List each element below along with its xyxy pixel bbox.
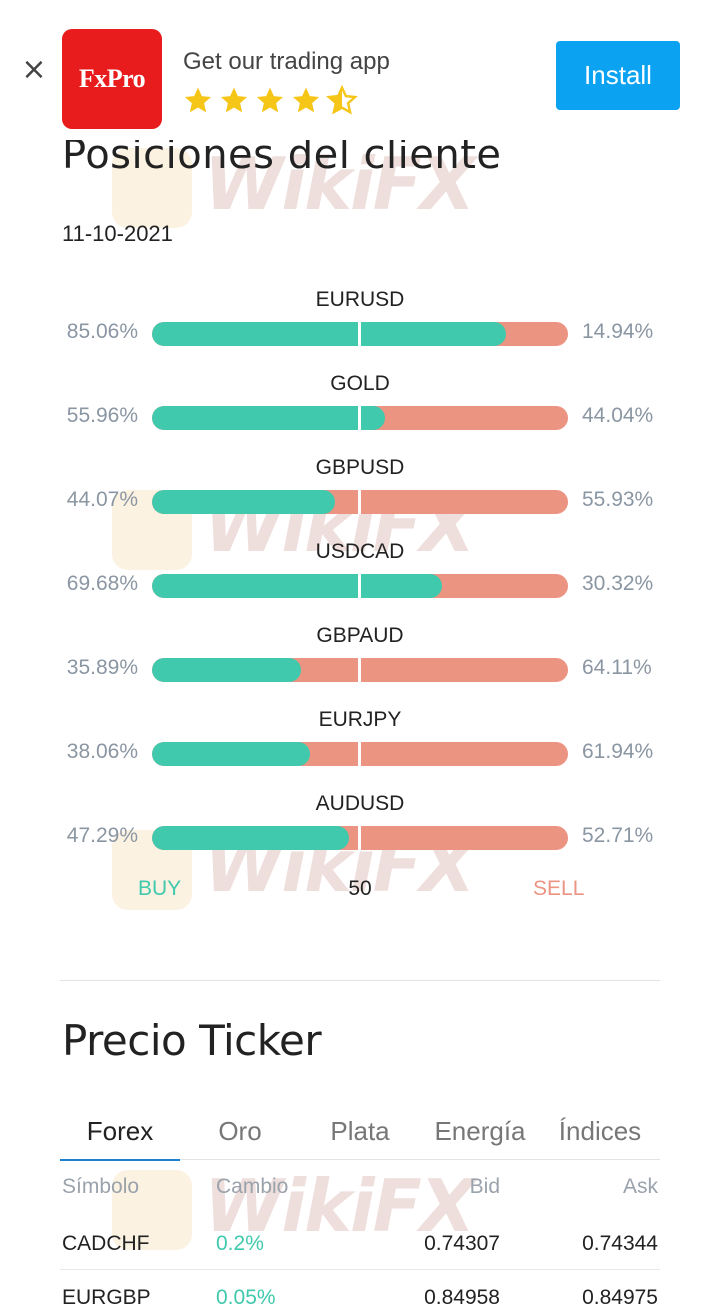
- buy-percent: 35.89%: [66, 656, 138, 679]
- buy-percent: 44.07%: [66, 488, 138, 511]
- pair-label: EURUSD: [315, 288, 405, 311]
- cell-bid: 0.74307: [424, 1232, 500, 1255]
- sentiment-bar: [152, 574, 568, 598]
- header-symbol[interactable]: Símbolo: [62, 1175, 140, 1198]
- cell-bid: 0.84958: [424, 1286, 500, 1309]
- midline: [358, 490, 361, 514]
- position-row: EURJPY 38.06% 61.94%: [0, 708, 720, 778]
- cell-change: 0.2%: [216, 1232, 264, 1255]
- app-install-banner: × FxPro Get our trading app Install: [0, 0, 720, 140]
- sell-percent: 52.71%: [582, 824, 654, 847]
- positions-date: 11-10-2021: [62, 221, 173, 246]
- logo-text: FxPro: [78, 64, 146, 93]
- buy-fill: [152, 742, 311, 766]
- cell-symbol: CADCHF: [62, 1232, 150, 1255]
- star-icon: [256, 87, 284, 113]
- buy-fill: [152, 490, 336, 514]
- header-change[interactable]: Cambio: [216, 1175, 289, 1198]
- pair-label: AUDUSD: [315, 792, 405, 815]
- legend-midpoint: 50: [348, 877, 372, 900]
- banner-title: Get our trading app: [183, 48, 390, 75]
- position-row: GOLD 55.96% 44.04%: [0, 372, 720, 442]
- position-row: USDCAD 69.68% 30.32%: [0, 540, 720, 610]
- half-star-icon: [326, 85, 358, 115]
- buy-percent: 69.68%: [66, 572, 138, 595]
- sentiment-bar: [152, 658, 568, 682]
- sentiment-bar: [152, 826, 568, 850]
- sell-percent: 55.93%: [582, 488, 654, 511]
- sell-percent: 30.32%: [582, 572, 654, 595]
- sentiment-bar: [152, 742, 568, 766]
- cell-change: 0.05%: [216, 1286, 276, 1309]
- legend-buy: BUY: [138, 877, 182, 900]
- buy-fill: [152, 574, 442, 598]
- buy-fill: [152, 658, 302, 682]
- close-icon[interactable]: ×: [21, 52, 47, 87]
- buy-percent: 85.06%: [66, 320, 138, 343]
- buy-fill: [152, 826, 349, 850]
- buy-percent: 55.96%: [66, 404, 138, 427]
- star-icon: [220, 87, 248, 113]
- position-row: GBPAUD 35.89% 64.11%: [0, 624, 720, 694]
- midline: [358, 658, 361, 682]
- sentiment-bar: [152, 322, 568, 346]
- position-row: AUDUSD 47.29% 52.71%: [0, 792, 720, 862]
- pair-label: EURJPY: [318, 708, 402, 731]
- pair-label: GBPUSD: [315, 456, 405, 479]
- cell-symbol: EURGBP: [62, 1286, 151, 1309]
- section-divider: [60, 980, 660, 981]
- sentiment-bar: [152, 406, 568, 430]
- star-icon: [184, 87, 212, 113]
- tab-energia[interactable]: Energía: [434, 1116, 526, 1146]
- midline: [358, 742, 361, 766]
- ticker-title: Precio Ticker: [62, 1016, 322, 1065]
- tab-indices[interactable]: Índices: [558, 1116, 642, 1146]
- header-bid[interactable]: Bid: [469, 1175, 500, 1198]
- install-button[interactable]: Install: [556, 41, 680, 110]
- midline: [358, 322, 361, 346]
- midline: [358, 574, 361, 598]
- tab-oro[interactable]: Oro: [218, 1116, 262, 1146]
- sentiment-bar: [152, 490, 568, 514]
- sell-percent: 64.11%: [582, 656, 652, 679]
- fxpro-logo: FxPro: [62, 29, 162, 129]
- ticker-tabs: Forex Oro Plata Energía Índices: [60, 1108, 660, 1161]
- pair-label: USDCAD: [315, 540, 405, 563]
- position-row: EURUSD 85.06% 14.94%: [0, 288, 720, 358]
- buy-percent: 38.06%: [66, 740, 138, 763]
- cell-ask: 0.74344: [582, 1232, 658, 1255]
- midline: [358, 826, 361, 850]
- table-row[interactable]: CADCHF 0.2% 0.74307 0.74344: [60, 1214, 660, 1270]
- cell-ask: 0.84975: [582, 1286, 658, 1309]
- buy-fill: [152, 406, 385, 430]
- sell-percent: 44.04%: [582, 404, 654, 427]
- ticker-table-header: Símbolo Cambio Bid Ask: [60, 1175, 660, 1205]
- midline: [358, 406, 361, 430]
- buy-fill: [152, 322, 506, 346]
- star-icon: [292, 87, 320, 113]
- tab-plata[interactable]: Plata: [330, 1116, 390, 1146]
- sell-percent: 14.94%: [582, 320, 654, 343]
- table-row[interactable]: EURGBP 0.05% 0.84958 0.84975: [60, 1270, 660, 1313]
- buy-percent: 47.29%: [66, 824, 138, 847]
- tab-forex[interactable]: Forex: [60, 1108, 180, 1161]
- rating-stars: [182, 85, 358, 117]
- header-ask[interactable]: Ask: [622, 1175, 658, 1198]
- pair-label: GBPAUD: [316, 624, 404, 647]
- sell-percent: 61.94%: [582, 740, 654, 763]
- pair-label: GOLD: [330, 372, 390, 395]
- position-row: GBPUSD 44.07% 55.93%: [0, 456, 720, 526]
- legend-sell: SELL: [533, 877, 585, 900]
